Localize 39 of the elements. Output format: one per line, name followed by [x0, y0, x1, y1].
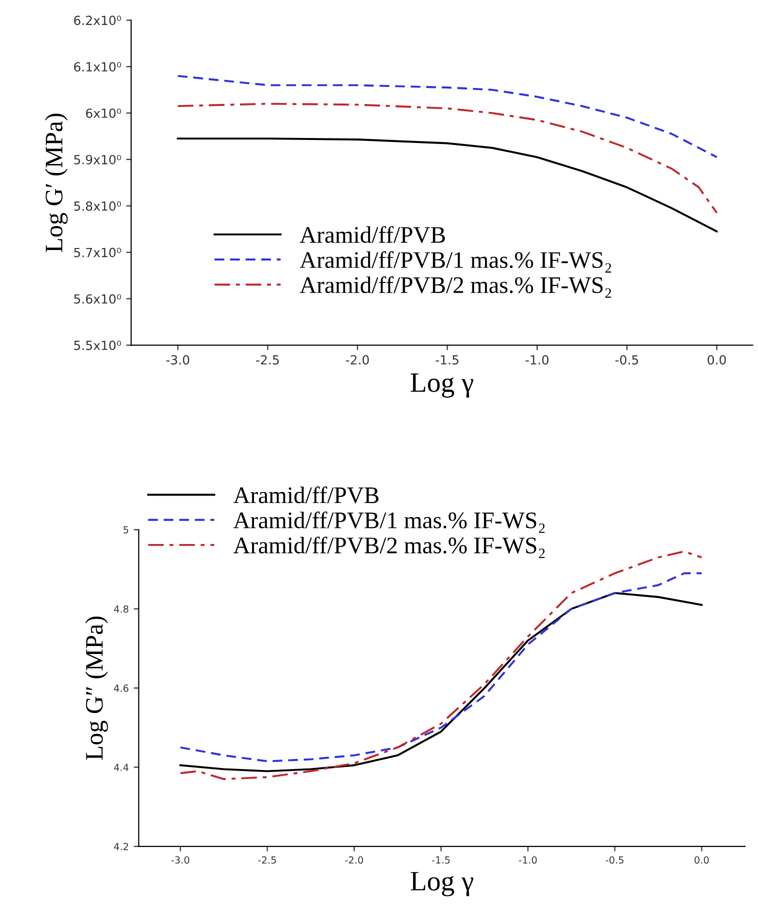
- x-axis-title: Log γ: [410, 374, 474, 398]
- x-tick-label: -1.5: [436, 355, 458, 365]
- y-tick-label: 4.4: [114, 764, 128, 771]
- legend-label: Aramid/ff/PVB/2 mas.% IF-WS₂: [300, 276, 612, 298]
- y-tick-label: 5.8x10⁰: [74, 201, 121, 211]
- x-tick-label: -2.0: [346, 355, 369, 365]
- y-axis-title: Log G″ (MPa): [85, 616, 108, 760]
- x-tick-label: -0.5: [615, 355, 638, 365]
- y-tick-label: 5.6x10⁰: [74, 294, 121, 304]
- x-tick-label: -3.0: [171, 856, 190, 864]
- line-series: [176, 102, 718, 214]
- x-tick-label: -0.5: [606, 856, 624, 864]
- y-tick-label: 5.9x10⁰: [74, 154, 121, 164]
- legend-label: Aramid/ff/PVB/1 mas.% IF-WS₂: [300, 251, 612, 273]
- y-tick-label: 5.7x10⁰: [74, 248, 121, 258]
- y-tick-label: 5.5x10⁰: [74, 340, 121, 350]
- y-tick-label: 6x10⁰: [86, 108, 121, 118]
- y-tick-label: 6.2x10⁰: [74, 16, 121, 26]
- x-tick-label: 0.0: [694, 856, 709, 864]
- y-tick-label: 4.2: [114, 842, 128, 850]
- legend-label: Aramid/ff/PVB/1 mas.% IF-WS₂: [233, 511, 545, 533]
- x-tick-label: -2.5: [258, 856, 276, 864]
- y-tick-label: 4.8: [114, 605, 128, 613]
- legend-label: Aramid/ff/PVB: [233, 486, 378, 504]
- x-tick-label: -3.0: [166, 355, 190, 365]
- x-tick-label: -2.0: [345, 856, 364, 864]
- y-tick-label: 4.6: [114, 684, 128, 692]
- x-tick-label: -1.0: [518, 856, 537, 864]
- y-tick-label: 6.1x10⁰: [74, 62, 121, 72]
- y-tick-label: 5: [124, 526, 128, 534]
- legend-label: Aramid/ff/PVB/2 mas.% IF-WS₂: [233, 536, 545, 558]
- line-series: [176, 74, 718, 158]
- x-tick-label: -1.5: [432, 856, 450, 864]
- y-axis-title: Log G′ (MPa): [44, 114, 68, 252]
- x-tick-label: -1.0: [526, 355, 548, 365]
- x-tick-label: -2.5: [256, 355, 279, 365]
- x-axis-title: Log γ: [410, 872, 474, 896]
- legend-label: Aramid/ff/PVB: [300, 226, 445, 244]
- x-tick-label: 0.0: [708, 355, 726, 365]
